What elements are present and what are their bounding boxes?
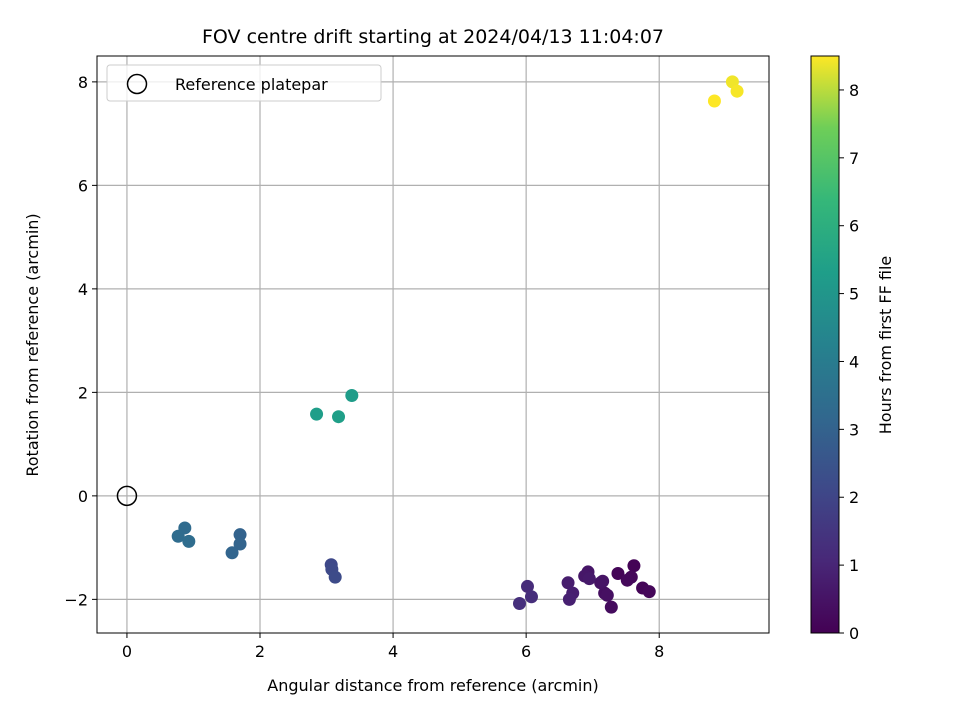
legend-box [106, 64, 382, 102]
y-axis-ticks: −2 0 2 4 6 8 [64, 73, 97, 609]
x-tick-label: 0 [122, 642, 132, 661]
scatter-point [707, 94, 721, 108]
scatter-point [562, 592, 576, 606]
scatter-point [596, 574, 610, 588]
colorbar-title: Hours from first FF file [876, 256, 895, 435]
y-tick-label: 2 [78, 383, 88, 402]
y-tick-label: 0 [78, 487, 88, 506]
chart-title: FOV centre drift starting at 2024/04/13 … [202, 26, 664, 48]
y-tick-label: 8 [78, 73, 88, 92]
reference-platepar-marker [116, 485, 138, 507]
colorbar-tick-label: 1 [849, 556, 859, 575]
scatter-point [225, 546, 239, 560]
colorbar-tick-label: 5 [849, 285, 859, 304]
scatter-point [171, 529, 185, 543]
legend: Reference platepar [106, 64, 382, 102]
colorbar-tick-label: 2 [849, 488, 859, 507]
colorbar: 0 1 2 3 4 5 6 7 8 Hours from first FF file [810, 55, 895, 643]
colorbar-tick-label: 7 [849, 149, 859, 168]
scatter-point [345, 388, 359, 402]
scatter-point [332, 410, 346, 424]
scatter-points [171, 75, 744, 614]
legend-reference-marker [126, 73, 148, 95]
scatter-point [328, 570, 342, 584]
scatter-point [604, 600, 618, 614]
colorbar-tick-label: 8 [849, 81, 859, 100]
colorbar-tick-label: 4 [849, 352, 859, 371]
colorbar-ticks: 0 1 2 3 4 5 6 7 8 [839, 81, 859, 643]
scatter-point [310, 407, 324, 421]
scatter-point [730, 84, 744, 98]
scatter-point [627, 559, 641, 573]
scatter-point [233, 528, 247, 542]
scatter-point [582, 572, 596, 586]
scatter-point [524, 590, 538, 604]
y-tick-label: −2 [64, 590, 88, 609]
legend-entry-reference: Reference platepar [175, 75, 328, 94]
scatter-point [182, 534, 196, 548]
colorbar-tick-label: 3 [849, 420, 859, 439]
x-axis-ticks: 0 2 4 6 8 [122, 633, 664, 661]
scatter-point [611, 566, 625, 580]
x-tick-label: 8 [654, 642, 664, 661]
scatter-point [642, 585, 656, 599]
colorbar-tick-label: 0 [849, 624, 859, 643]
colorbar-gradient [810, 55, 840, 634]
scatter-point [512, 597, 526, 611]
scatter-point [233, 537, 247, 551]
x-tick-label: 6 [521, 642, 531, 661]
x-tick-label: 4 [388, 642, 398, 661]
x-axis-title: Angular distance from reference (arcmin) [267, 676, 598, 695]
y-tick-label: 4 [78, 280, 88, 299]
scatter-point [600, 588, 614, 602]
y-axis-title: Rotation from reference (arcmin) [23, 213, 42, 476]
scatter-point [520, 579, 534, 593]
colorbar-tick-label: 6 [849, 217, 859, 236]
scatter-point [620, 573, 634, 587]
grid-lines [97, 56, 769, 633]
x-tick-label: 2 [255, 642, 265, 661]
reference-marker-group [116, 485, 138, 507]
scatter-point [561, 576, 575, 590]
y-tick-label: 6 [78, 176, 88, 195]
plot-frame [96, 55, 770, 634]
